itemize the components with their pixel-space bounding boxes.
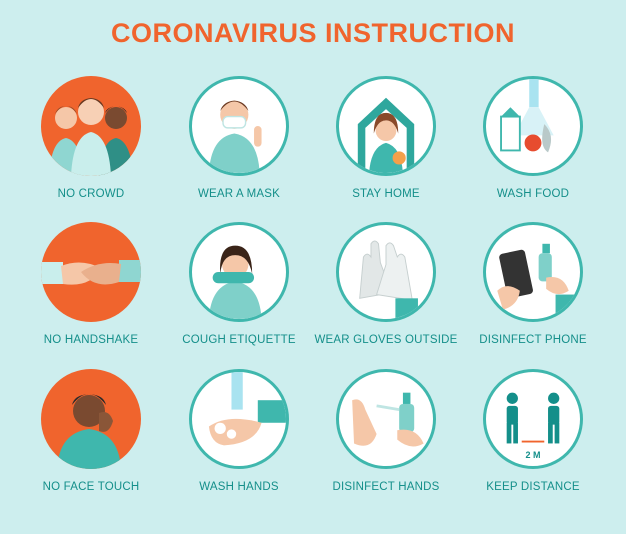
item-label: STAY HOME [352, 188, 420, 200]
cough-icon [189, 222, 289, 322]
item-label: NO HANDSHAKE [43, 334, 139, 346]
item-label: NO FACE TOUCH [42, 481, 140, 493]
item-label: COUGH ETIQUETTE [182, 334, 296, 346]
wash-food-icon [483, 76, 583, 176]
item-no-face-touch: NO FACE TOUCH [17, 369, 165, 493]
item-cough-etiquette: COUGH ETIQUETTE [165, 222, 313, 346]
phone-icon [483, 222, 583, 322]
home-icon [336, 76, 436, 176]
item-label: WEAR GLOVES OUTSIDE [314, 334, 458, 346]
wash-hands-icon [189, 369, 289, 469]
item-wear-gloves: WEAR GLOVES OUTSIDE [312, 222, 460, 346]
item-wash-food: WASH FOOD [459, 76, 607, 200]
item-no-crowd: NO CROWD [17, 76, 165, 200]
item-label: KEEP DISTANCE [486, 481, 580, 493]
crowd-icon [41, 76, 141, 176]
distance-icon: 2 M [483, 369, 583, 469]
distance-text: 2 M [525, 450, 541, 460]
item-label: NO CROWD [57, 188, 125, 200]
item-label: DISINFECT HANDS [332, 481, 440, 493]
sanitizer-icon [336, 369, 436, 469]
gloves-icon [336, 222, 436, 322]
item-label: WASH FOOD [496, 188, 570, 200]
item-disinfect-hands: DISINFECT HANDS [312, 369, 460, 493]
page-title: CORONAVIRUS INSTRUCTION [110, 18, 515, 48]
item-no-handshake: NO HANDSHAKE [17, 222, 165, 346]
item-keep-distance: 2 M KEEP DISTANCE [459, 369, 607, 493]
face-touch-icon [41, 369, 141, 469]
item-label: WEAR A MASK [197, 188, 281, 200]
item-stay-home: STAY HOME [312, 76, 460, 200]
handshake-icon [41, 222, 141, 322]
item-wash-hands: WASH HANDS [165, 369, 313, 493]
item-label: WASH HANDS [199, 481, 279, 493]
item-wear-mask: WEAR A MASK [165, 76, 313, 200]
item-label: DISINFECT PHONE [479, 334, 587, 346]
item-disinfect-phone: DISINFECT PHONE [459, 222, 607, 346]
mask-icon [189, 76, 289, 176]
